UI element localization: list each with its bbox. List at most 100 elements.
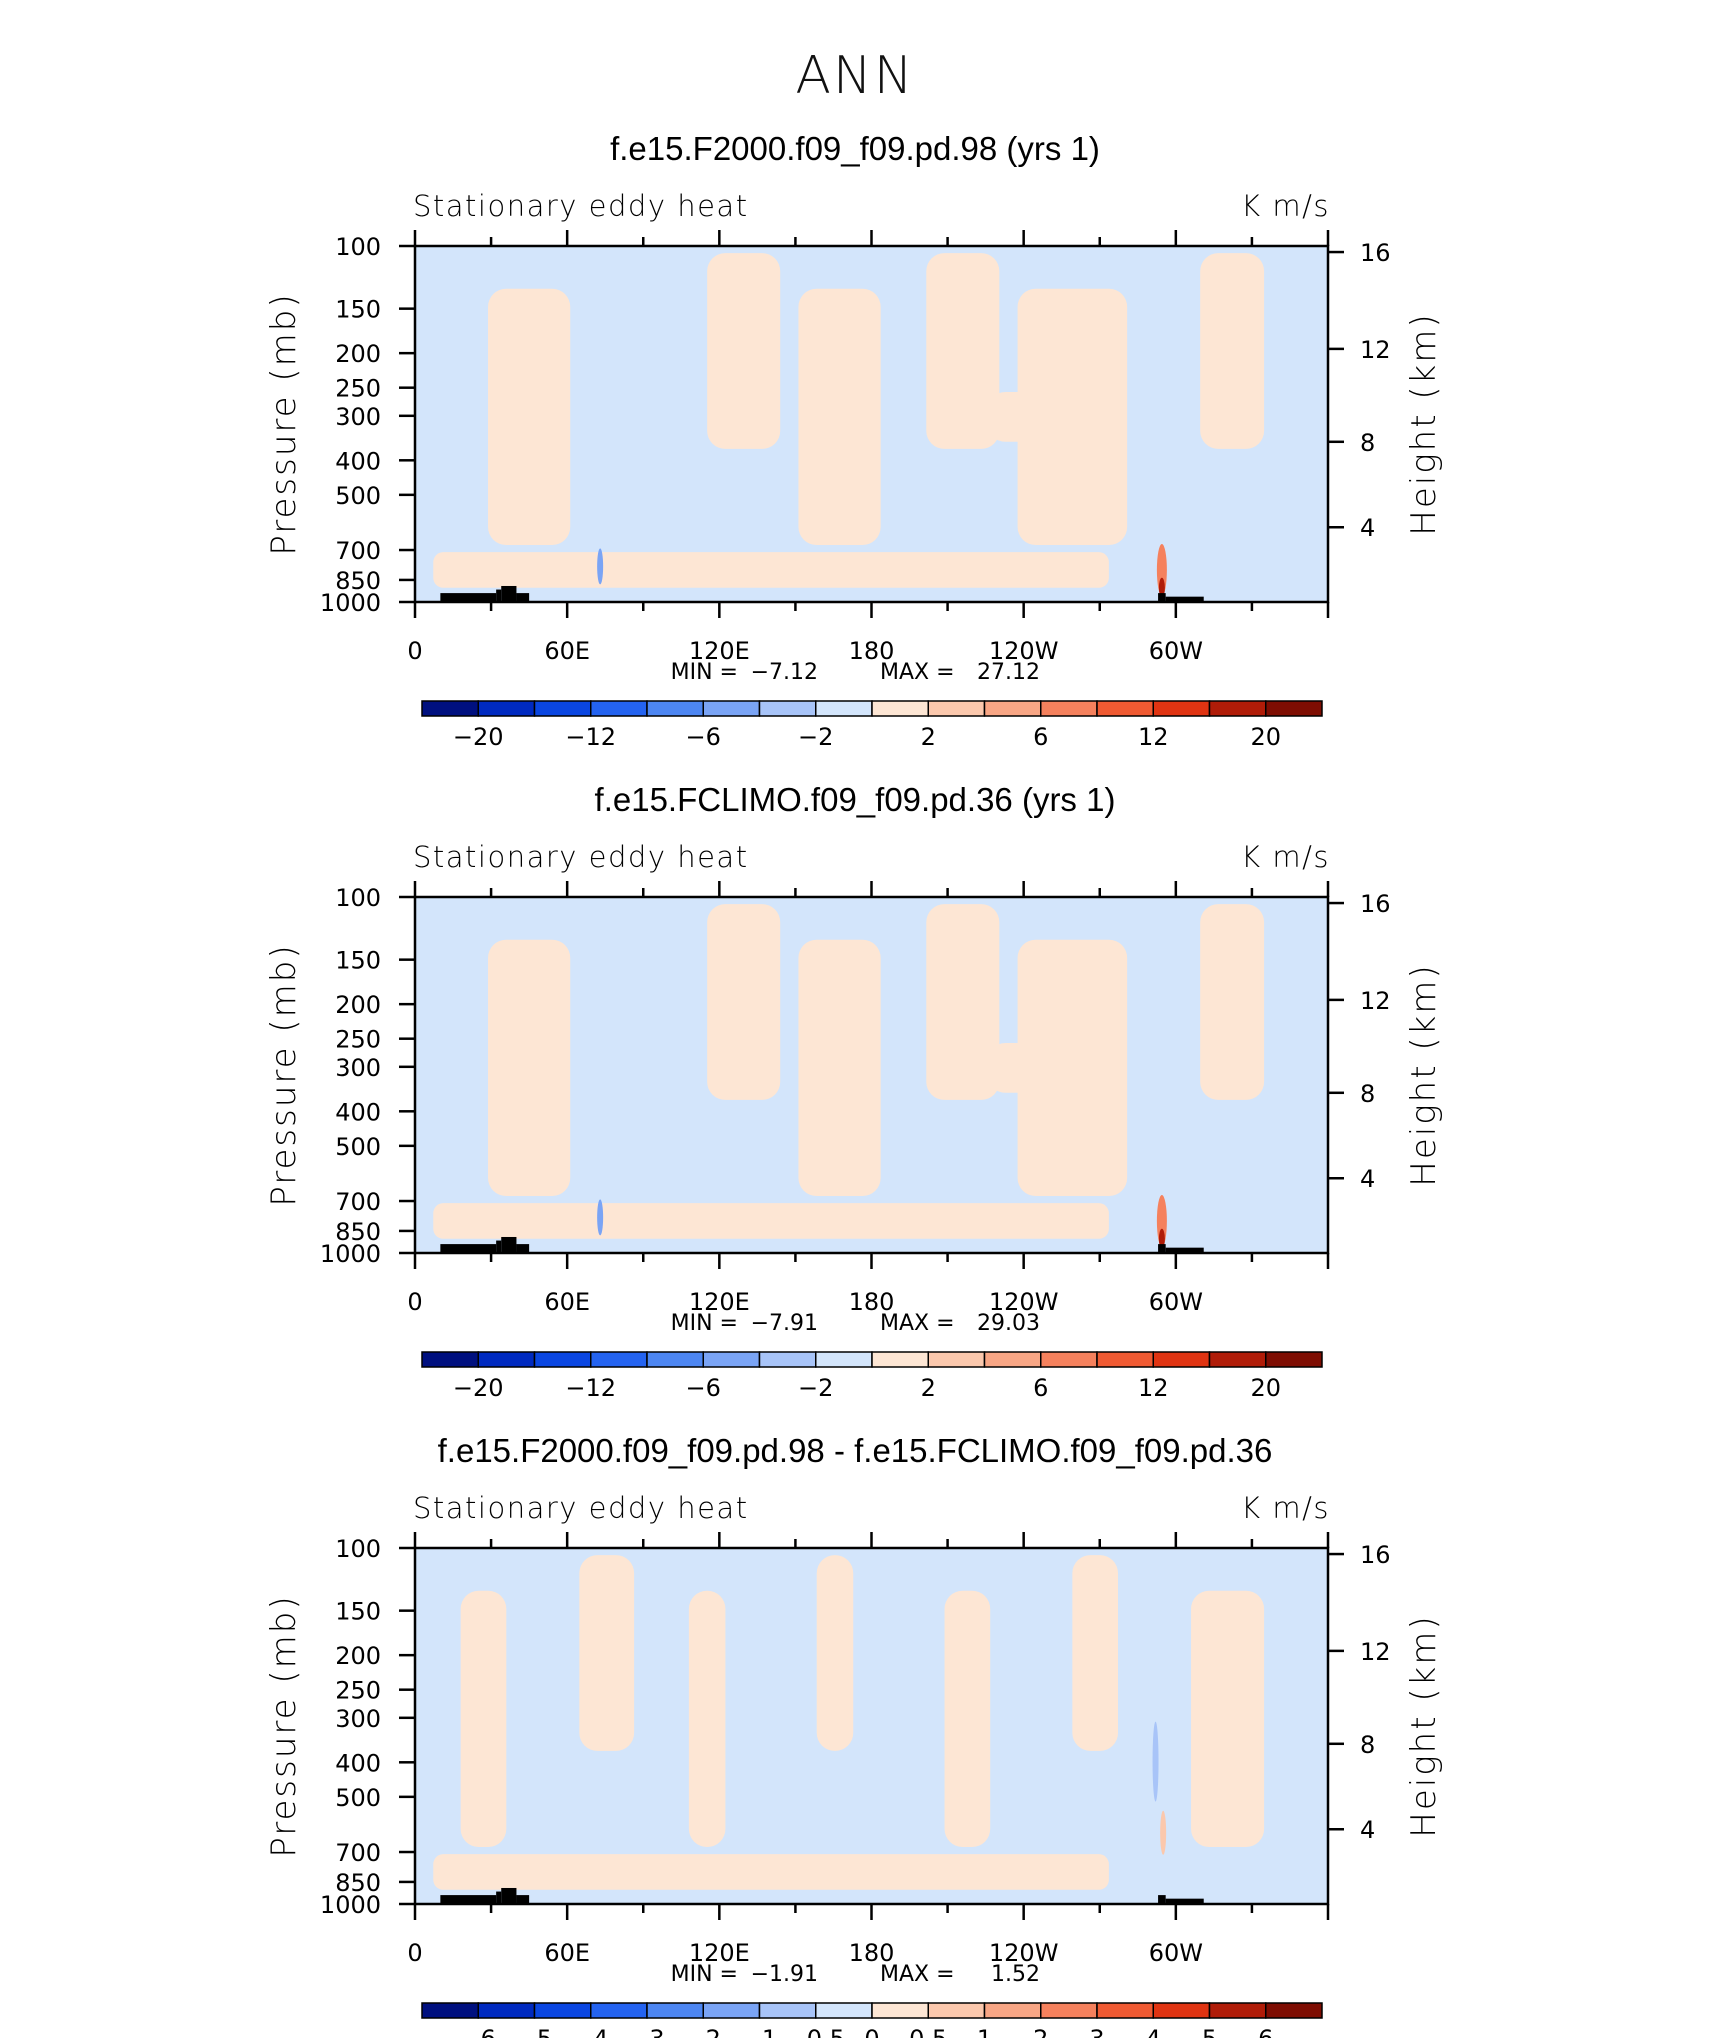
y-tick-label: 250: [335, 1026, 381, 1054]
colorbar-box: [421, 2002, 479, 2019]
colorbar-label: −2: [686, 2025, 721, 2038]
colorbar-label: 2: [921, 723, 936, 751]
colorbar-box: [1040, 1351, 1098, 1368]
height-tick-label: 12: [1360, 336, 1391, 364]
topography: [440, 1244, 497, 1253]
colorbar-box: [1208, 700, 1267, 717]
positive-core: [1160, 1810, 1167, 1855]
field-name: Stationary eddy heat: [413, 189, 749, 223]
topography: [1165, 596, 1204, 602]
colorbar-box: [702, 1351, 761, 1368]
positive-region: [707, 904, 781, 1100]
positive-region: [798, 288, 881, 546]
y-tick-label: 500: [335, 1784, 381, 1812]
max-label: MAX =: [880, 1311, 955, 1336]
colorbar-box: [1265, 1351, 1323, 1368]
colorbar-box: [533, 1351, 592, 1368]
colorbar-box: [702, 2002, 761, 2019]
colorbar-box: [871, 1351, 929, 1368]
height-tick-label: 16: [1360, 239, 1391, 267]
height-tick-label: 12: [1360, 1638, 1391, 1666]
colorbar-box: [927, 2002, 986, 2019]
field-name: Stationary eddy heat: [413, 1491, 749, 1525]
topography: [516, 1895, 530, 1904]
colorbar-label: 20: [1250, 723, 1281, 751]
positive-region: [985, 391, 1059, 442]
positive-region: [1191, 1590, 1265, 1848]
topography: [440, 1895, 497, 1904]
positive-region: [926, 904, 1000, 1100]
max-value: 29.03: [977, 1311, 1040, 1336]
negative-core: [597, 548, 604, 585]
y-axis-label-right: Height (km): [1404, 963, 1444, 1186]
colorbar-box: [1096, 2002, 1154, 2019]
y-tick-label: 700: [335, 1188, 381, 1216]
colorbar-label: −2: [798, 1374, 833, 1402]
y-tick-label: 200: [335, 991, 381, 1019]
panel-title: f.e15.FCLIMO.f09_f09.pd.36 (yrs 1): [595, 781, 1116, 818]
x-tick-label: 120W: [989, 1288, 1059, 1316]
x-tick-label: 60W: [1149, 637, 1203, 665]
panel-title: f.e15.F2000.f09_f09.pd.98 (yrs 1): [610, 130, 1100, 167]
positive-region: [433, 1203, 1109, 1239]
x-tick-label: 60W: [1149, 1288, 1203, 1316]
colorbar-box: [1265, 2002, 1323, 2019]
y-tick-label: 400: [335, 1749, 381, 1777]
colorbar-label: −12: [565, 723, 616, 751]
positive-region: [688, 1590, 726, 1848]
positive-region: [433, 1854, 1109, 1890]
colorbar-box: [815, 2002, 873, 2019]
x-tick-label: 120W: [989, 637, 1059, 665]
colorbar-box: [983, 700, 1042, 717]
height-tick-label: 16: [1360, 1541, 1391, 1569]
units-label: K m/s: [1241, 189, 1330, 223]
colorbar-box: [927, 1351, 986, 1368]
y-tick-label: 1000: [320, 1240, 381, 1268]
topography: [501, 585, 517, 602]
positive-region: [1200, 253, 1265, 449]
colorbar-label: −6: [686, 723, 721, 751]
panel-2: f.e15.FCLIMO.f09_f09.pd.36 (yrs 1) Statio…: [264, 781, 1444, 1402]
strong-positive-core: [1158, 1228, 1165, 1249]
colorbar-box: [421, 1351, 479, 1368]
colorbar-box: [477, 2002, 536, 2019]
max-label: MAX =: [880, 1962, 955, 1987]
colorbar-box: [1152, 2002, 1211, 2019]
colorbar-label: −6: [461, 2025, 496, 2038]
y-tick-label: 700: [335, 1839, 381, 1867]
height-tick-label: 4: [1360, 1165, 1375, 1193]
topography: [1158, 593, 1166, 602]
positive-region: [926, 253, 1000, 449]
y-tick-label: 400: [335, 1098, 381, 1126]
positive-region: [816, 1555, 854, 1751]
colorbar-label: 12: [1138, 723, 1169, 751]
min-label: MIN =: [671, 1962, 738, 1987]
colorbar-box: [646, 2002, 704, 2019]
colorbar-label: 2: [1033, 2025, 1048, 2038]
positive-region: [488, 939, 571, 1197]
colorbar-box: [702, 700, 761, 717]
x-tick-label: 120E: [689, 1288, 750, 1316]
colorbar-label: −6: [686, 1374, 721, 1402]
y-tick-label: 850: [335, 1869, 381, 1897]
colorbar-label: −3: [629, 2025, 664, 2038]
colorbar-box: [477, 700, 536, 717]
y-tick-label: 100: [335, 884, 381, 912]
topography: [1165, 1247, 1204, 1253]
positive-region: [488, 288, 571, 546]
units-label: K m/s: [1241, 1491, 1330, 1525]
x-tick-label: 180: [849, 1288, 895, 1316]
positive-region: [707, 253, 781, 449]
y-axis-label-left: Pressure (mb): [264, 943, 304, 1206]
colorbar-box: [927, 700, 986, 717]
positive-region: [433, 552, 1109, 588]
x-tick-label: 0: [407, 637, 422, 665]
max-value: 1.52: [991, 1962, 1040, 1987]
y-tick-label: 150: [335, 947, 381, 975]
colorbar-label: 6: [1033, 723, 1048, 751]
topography: [440, 593, 497, 602]
positive-region: [944, 1590, 991, 1848]
colorbar-label: 0: [864, 2025, 879, 2038]
colorbar: −20 −12 −6 −2 2 6 12 20: [421, 700, 1323, 751]
colorbar-label: 0.5: [909, 2025, 947, 2038]
